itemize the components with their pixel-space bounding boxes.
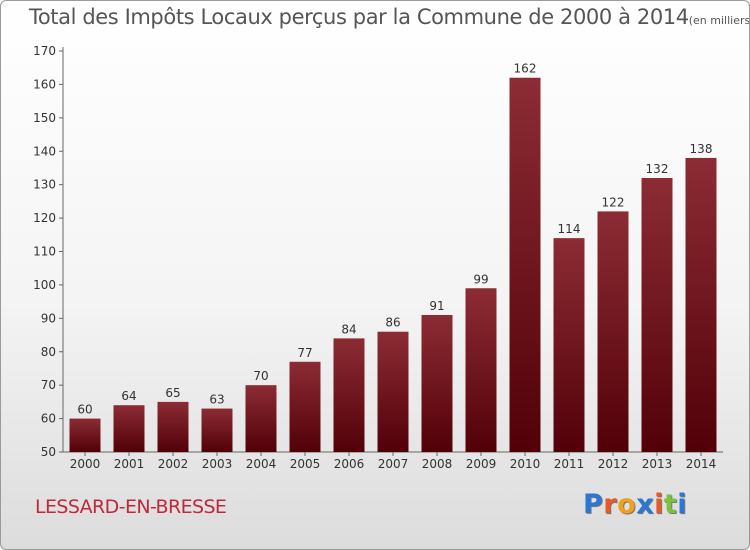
y-tick-label: 70 (41, 378, 56, 392)
value-label-2003: 63 (209, 393, 224, 407)
bar-2014 (685, 157, 717, 452)
value-label-2007: 86 (385, 316, 400, 330)
x-tick-label-2008: 2008 (422, 457, 453, 471)
value-label-2008: 91 (429, 299, 444, 313)
y-tick-label: 130 (33, 178, 56, 192)
x-tick-label-2004: 2004 (246, 457, 277, 471)
bar-2000 (69, 418, 101, 452)
x-tick-label-2011: 2011 (554, 457, 585, 471)
y-tick-label: 170 (33, 44, 56, 58)
bar-2003 (201, 408, 233, 452)
bar-2002 (157, 401, 189, 452)
bar-2011 (553, 238, 585, 452)
x-tick-label-2013: 2013 (642, 457, 673, 471)
value-label-2000: 60 (77, 403, 92, 417)
y-tick-label: 120 (33, 211, 56, 225)
value-label-2004: 70 (253, 369, 268, 383)
value-label-2006: 84 (341, 322, 356, 336)
proxiti-logo: Proxiti (583, 489, 687, 520)
bar-2006 (333, 338, 365, 452)
logo-letter: t (663, 489, 678, 520)
y-tick-label: 160 (33, 77, 56, 91)
logo-letter: r (603, 489, 618, 520)
bar-2012 (597, 211, 629, 452)
bar-2004 (245, 385, 277, 452)
value-label-2013: 132 (646, 162, 669, 176)
bar-2013 (641, 177, 673, 452)
x-tick-label-2003: 2003 (202, 457, 233, 471)
chart-title-unit: (en milliers d'€) (688, 14, 750, 27)
bar-2001 (113, 405, 145, 452)
y-tick-label: 140 (33, 144, 56, 158)
bar-2005 (289, 361, 321, 452)
x-tick-label-2007: 2007 (378, 457, 409, 471)
bar-2009 (465, 288, 497, 452)
x-tick-label-2001: 2001 (114, 457, 145, 471)
chart-title: Total des Impôts Locaux perçus par la Co… (29, 5, 750, 29)
value-label-2012: 122 (602, 195, 625, 209)
y-tick-label: 100 (33, 278, 56, 292)
y-tick-label: 60 (41, 412, 56, 426)
x-tick-label-2010: 2010 (510, 457, 541, 471)
y-tick-label: 80 (41, 345, 56, 359)
logo-letter: x (636, 489, 655, 520)
x-tick-label-2009: 2009 (466, 457, 497, 471)
x-tick-label-2014: 2014 (686, 457, 717, 471)
chart-title-text: Total des Impôts Locaux perçus par la Co… (29, 5, 689, 29)
bar-2007 (377, 331, 409, 452)
y-tick-label: 110 (33, 245, 56, 259)
x-axis: 2000 2001 2002 2003 2004 2005 2006 2007 2008 2009… (63, 451, 723, 471)
logo-letter: i (677, 489, 688, 520)
value-label-2011: 114 (558, 222, 581, 236)
bar-2010 (509, 77, 541, 452)
value-label-2005: 77 (297, 346, 312, 360)
x-tick-label-2005: 2005 (290, 457, 321, 471)
y-axis: 50 60 70 80 90 100 110 120 130 140 150 160 170 (33, 44, 64, 459)
x-tick-label-2002: 2002 (158, 457, 189, 471)
value-label-2009: 99 (473, 272, 488, 286)
value-label-2002: 65 (165, 386, 180, 400)
value-label-2010: 162 (514, 62, 537, 76)
commune-name: LESSARD-EN-BRESSE (35, 496, 227, 518)
bars: 60 64 65 63 70 77 84 86 91 99 162 114 122 132 138 (69, 62, 717, 452)
y-tick-label: 150 (33, 111, 56, 125)
logo-letter: i (654, 489, 664, 520)
y-tick-label: 90 (41, 311, 56, 325)
value-label-2001: 64 (121, 389, 136, 403)
bar-2008 (421, 314, 453, 452)
x-tick-label-2006: 2006 (334, 457, 365, 471)
logo-letter: P (583, 489, 604, 520)
x-tick-label-2000: 2000 (70, 457, 101, 471)
value-label-2014: 138 (690, 142, 713, 156)
y-tick-label: 50 (41, 445, 56, 459)
logo-letter: o (617, 489, 637, 520)
x-tick-label-2012: 2012 (598, 457, 629, 471)
